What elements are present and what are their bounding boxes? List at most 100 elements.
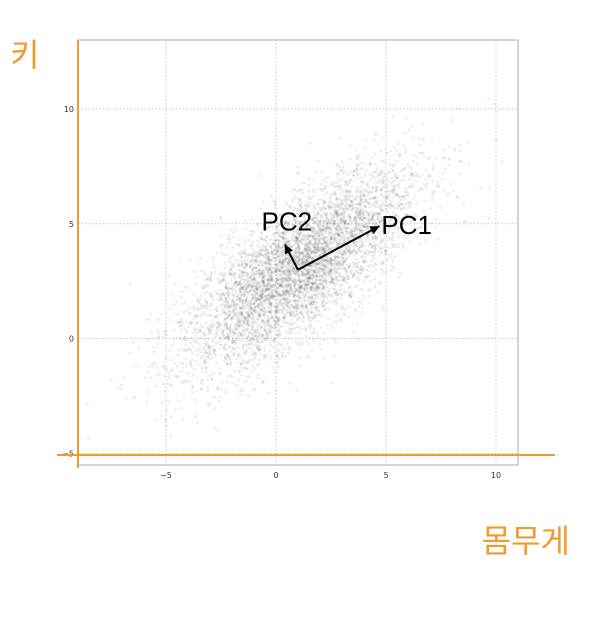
- scatter-point: [323, 272, 327, 275]
- scatter-point: [371, 203, 375, 207]
- scatter-point: [232, 230, 236, 234]
- scatter-point: [396, 176, 399, 180]
- scatter-point: [349, 234, 353, 238]
- scatter-point: [250, 274, 254, 278]
- scatter-point: [371, 216, 375, 220]
- scatter-point: [424, 178, 428, 182]
- scatter-point: [282, 296, 286, 299]
- scatter-point: [274, 269, 278, 273]
- scatter-point: [367, 201, 370, 205]
- scatter-point: [311, 289, 315, 293]
- scatter-point: [341, 211, 345, 214]
- scatter-point: [304, 204, 307, 207]
- scatter-point: [243, 288, 247, 292]
- scatter-point: [178, 336, 182, 340]
- scatter-point: [274, 239, 277, 243]
- scatter-point: [231, 327, 235, 331]
- scatter-point: [189, 363, 193, 367]
- scatter-point: [279, 266, 283, 269]
- scatter-point: [302, 287, 306, 290]
- scatter-point: [316, 286, 320, 290]
- scatter-point: [200, 284, 204, 288]
- scatter-point: [328, 182, 332, 186]
- scatter-point: [288, 294, 291, 298]
- scatter-point: [262, 316, 266, 319]
- scatter-point: [330, 269, 333, 273]
- scatter-point: [374, 132, 378, 135]
- scatter-point: [353, 216, 356, 219]
- scatter-point: [203, 358, 207, 362]
- scatter-point: [356, 185, 360, 189]
- scatter-point: [277, 278, 281, 281]
- scatter-point: [316, 270, 319, 273]
- scatter-point: [270, 314, 274, 317]
- scatter-point: [169, 415, 173, 419]
- scatter-point: [347, 215, 351, 219]
- scatter-point: [311, 282, 315, 286]
- scatter-point: [383, 230, 387, 234]
- scatter-point: [295, 249, 299, 253]
- scatter-point: [281, 297, 285, 301]
- scatter-point: [267, 391, 271, 395]
- scatter-point: [362, 225, 366, 229]
- scatter-point: [267, 259, 271, 263]
- scatter-point: [324, 236, 327, 239]
- scatter-point: [270, 275, 274, 278]
- scatter-point: [204, 305, 208, 308]
- scatter-point: [358, 202, 361, 205]
- scatter-point: [322, 247, 325, 251]
- scatter-point: [274, 389, 278, 393]
- scatter-point: [278, 255, 282, 258]
- scatter-point: [357, 272, 361, 275]
- scatter-point: [317, 227, 321, 231]
- scatter-point: [394, 173, 398, 177]
- scatter-point: [311, 255, 315, 258]
- scatter-point: [296, 342, 300, 346]
- scatter-point: [183, 349, 186, 352]
- scatter-point: [306, 216, 310, 220]
- scatter-point: [361, 176, 365, 179]
- scatter-point: [204, 282, 208, 286]
- scatter-point: [159, 414, 163, 418]
- scatter-point: [352, 169, 356, 173]
- scatter-point: [294, 239, 298, 243]
- scatter-point: [329, 269, 333, 273]
- scatter-point: [333, 257, 337, 261]
- scatter-point: [248, 302, 252, 306]
- scatter-point: [215, 320, 219, 324]
- scatter-point: [209, 272, 213, 276]
- scatter-point: [264, 288, 268, 291]
- scatter-point: [263, 307, 266, 310]
- scatter-point: [190, 391, 194, 394]
- scatter-point: [231, 298, 235, 301]
- scatter-point: [254, 353, 258, 357]
- scatter-point: [378, 206, 381, 210]
- scatter-point: [318, 267, 322, 271]
- scatter-point: [343, 249, 346, 253]
- scatter-point: [304, 294, 308, 298]
- scatter-point: [149, 312, 153, 316]
- scatter-point: [316, 289, 319, 292]
- scatter-point: [250, 313, 254, 317]
- grid-lines: [78, 40, 518, 465]
- scatter-point: [204, 370, 208, 374]
- scatter-point: [255, 331, 258, 335]
- scatter-point: [411, 137, 415, 141]
- scatter-point: [256, 222, 260, 226]
- scatter-point: [153, 361, 157, 365]
- scatter-point: [321, 269, 324, 273]
- scatter-point: [271, 366, 274, 369]
- scatter-point: [332, 184, 335, 188]
- scatter-point: [308, 250, 311, 253]
- scatter-point: [297, 277, 301, 281]
- scatter-point: [181, 362, 185, 366]
- scatter-point: [352, 254, 356, 258]
- scatter-point: [402, 179, 406, 182]
- scatter-point: [209, 291, 212, 295]
- scatter-point: [242, 307, 246, 311]
- scatter-point: [295, 239, 299, 242]
- scatter-point: [286, 240, 290, 244]
- scatter-point: [341, 263, 345, 267]
- scatter-point: [237, 242, 241, 246]
- scatter-point: [418, 143, 422, 147]
